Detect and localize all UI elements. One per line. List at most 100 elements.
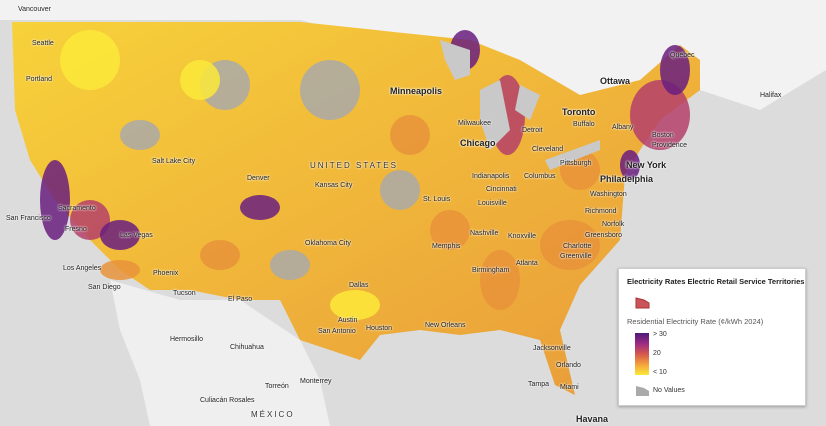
great-lakes	[440, 40, 600, 170]
place-label: Minneapolis	[390, 86, 443, 96]
place-label: UNITED STATES	[310, 161, 398, 170]
place-label: Hermosillo	[170, 336, 204, 343]
legend: Electricity Rates Electric Retail Servic…	[618, 268, 806, 406]
place-label: Austin	[338, 317, 358, 324]
place-label: Pittsburgh	[560, 160, 592, 167]
territory-7[interactable]	[660, 45, 690, 95]
territory-1[interactable]	[70, 200, 110, 240]
place-label: Oklahoma City	[305, 240, 351, 247]
place-label: Cleveland	[532, 146, 564, 153]
place-label: Louisville	[478, 200, 507, 207]
place-label: Halifax	[760, 92, 782, 99]
place-label: Greenville	[560, 253, 592, 260]
territory-22[interactable]	[100, 260, 140, 280]
territory-14[interactable]	[270, 250, 310, 280]
place-label: Indianapolis	[472, 173, 510, 180]
place-label: Dallas	[349, 282, 369, 289]
place-label: Torreón	[265, 383, 289, 390]
place-label: Columbus	[524, 173, 556, 180]
place-label: Charlotte	[563, 243, 592, 250]
place-label: Norfolk	[602, 221, 625, 228]
territory-swatch	[635, 297, 650, 309]
place-label: Cincinnati	[486, 186, 517, 193]
place-label: Birmingham	[472, 267, 510, 274]
place-label: Atlanta	[516, 260, 538, 267]
place-label: Greensboro	[585, 232, 622, 239]
place-label: Boston	[652, 132, 674, 139]
legend-title: Electricity Rates Electric Retail Servic…	[627, 277, 805, 286]
place-label: Kansas City	[315, 182, 353, 189]
place-label: Nashville	[470, 230, 499, 237]
place-label: Milwaukee	[458, 120, 492, 127]
place-label: St. Louis	[423, 196, 451, 203]
place-label: San Antonio	[318, 328, 356, 335]
place-label: Detroit	[522, 127, 543, 134]
place-label: Miami	[560, 384, 579, 391]
place-label: Vancouver	[18, 6, 51, 13]
place-label: Washington	[590, 191, 627, 198]
place-label: Havana	[576, 414, 609, 424]
tick-mid: 20	[653, 350, 661, 357]
place-label: Denver	[247, 175, 270, 182]
place-label: Memphis	[432, 243, 461, 250]
place-label: Salt Lake City	[152, 158, 196, 165]
place-label: Chicago	[460, 138, 496, 148]
territory-18[interactable]	[180, 60, 220, 100]
place-label: MÉXICO	[251, 410, 295, 419]
territory-9[interactable]	[390, 115, 430, 155]
place-label: Houston	[366, 325, 393, 332]
territory-0[interactable]	[40, 160, 70, 240]
place-label: New York	[626, 160, 667, 170]
place-label: Chihuahua	[230, 344, 264, 351]
territory-12[interactable]	[380, 170, 420, 210]
place-label: El Paso	[228, 296, 253, 303]
territory-patches	[40, 30, 690, 320]
territory-8[interactable]	[620, 150, 640, 180]
territory-20[interactable]	[430, 210, 470, 250]
territory-13[interactable]	[120, 120, 160, 150]
tick-high: > 30	[653, 331, 667, 338]
place-label: Los Angeles	[63, 265, 102, 272]
place-label: Phoenix	[153, 270, 179, 277]
territory-15[interactable]	[480, 250, 520, 310]
territory-3[interactable]	[240, 195, 280, 220]
territory-19[interactable]	[60, 30, 120, 90]
place-label: Philadelphia	[600, 174, 654, 184]
territory-6[interactable]	[630, 80, 690, 150]
legend-subtitle: Residential Electricity Rate (¢/kWh 2024…	[627, 317, 764, 326]
territory-2[interactable]	[100, 220, 140, 250]
place-label: Monterrey	[300, 378, 332, 385]
place-label: San Diego	[88, 284, 121, 291]
place-label: Tampa	[528, 381, 550, 388]
territory-17[interactable]	[330, 290, 380, 320]
place-label: Fresno	[65, 226, 87, 233]
place-label: Buffalo	[573, 121, 595, 128]
place-label: Sacramento	[58, 205, 96, 212]
place-label: Orlando	[556, 362, 581, 369]
no-values-swatch	[636, 386, 649, 396]
territory-23[interactable]	[200, 240, 240, 270]
color-ramp	[635, 333, 649, 375]
place-label: Providence	[652, 142, 688, 149]
place-label: Knoxville	[508, 233, 537, 240]
place-label: New Orleans	[425, 322, 466, 329]
place-label: Las Vegas	[120, 232, 153, 239]
place-label: Culiacán Rosales	[200, 397, 255, 404]
place-label: Toronto	[562, 107, 596, 117]
territory-16[interactable]	[540, 220, 600, 270]
no-values-label: No Values	[653, 387, 685, 394]
mexico-land	[110, 280, 330, 426]
tick-low: < 10	[653, 369, 667, 376]
place-label: Albany	[612, 124, 634, 131]
place-label: Seattle	[32, 40, 54, 47]
place-label: Quebec	[670, 52, 695, 59]
canada-land	[0, 0, 826, 110]
place-label: Richmond	[585, 208, 617, 215]
place-label: Portland	[26, 76, 53, 83]
territory-10[interactable]	[300, 60, 360, 120]
place-label: Jacksonville	[533, 345, 571, 352]
place-label: Ottawa	[600, 76, 631, 86]
place-label: Tucson	[173, 290, 196, 297]
place-label: San Francisco	[6, 215, 51, 222]
